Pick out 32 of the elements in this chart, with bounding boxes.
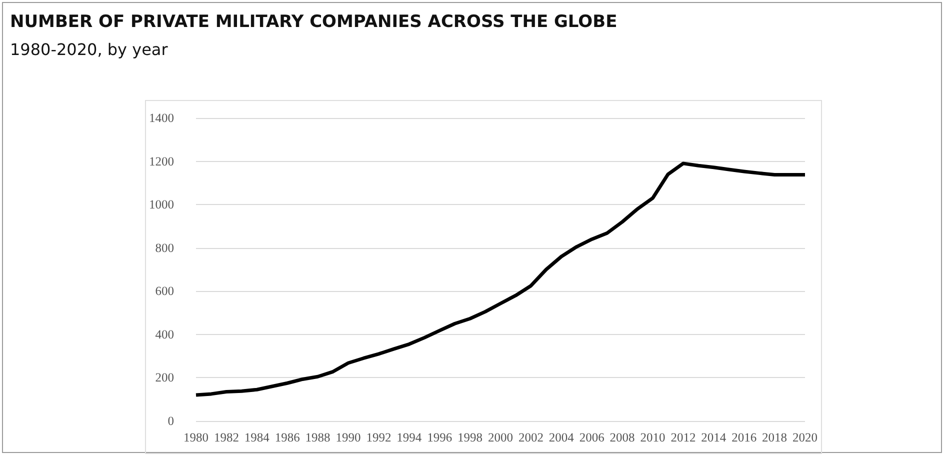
x-tick-label: 2000 (488, 430, 513, 444)
line-series (194, 162, 807, 397)
x-tick-label: 1996 (427, 430, 452, 444)
x-tick-label: 2004 (548, 430, 575, 444)
y-tick-label: 1400 (149, 111, 174, 125)
x-tick-label: 2002 (518, 430, 544, 444)
x-tick-label: 2006 (579, 430, 604, 444)
chart-subtitle: 1980-2020, by year (10, 40, 168, 59)
y-tick-label: 1200 (149, 154, 174, 168)
chart-title: NUMBER OF PRIVATE MILITARY COMPANIES ACROSS THE GLOBE (10, 12, 618, 32)
x-tick-label: 2014 (701, 430, 727, 444)
x-tick-label: 2016 (732, 430, 757, 444)
x-tick-label: 1992 (366, 430, 392, 444)
x-tick-label: 1980 (184, 430, 208, 444)
x-tick-label: 1982 (214, 430, 239, 444)
x-tick-label: 1988 (305, 430, 330, 444)
x-tick-label: 2008 (610, 430, 635, 444)
x-tick-label: 1984 (244, 430, 270, 444)
x-tick-label: 2018 (762, 430, 788, 444)
x-tick-label: 1986 (274, 430, 300, 444)
x-tick-label: 1994 (396, 430, 422, 444)
y-tick-label: 200 (155, 370, 174, 385)
x-tick-label: 2020 (792, 430, 818, 444)
x-tick-label: 2010 (640, 430, 666, 444)
y-tick-label: 600 (155, 284, 174, 298)
y-tick-label: 800 (155, 240, 174, 255)
x-tick-label: 1998 (458, 430, 483, 444)
y-tick-label: 0 (168, 414, 174, 428)
x-tick-label: 1990 (336, 430, 361, 444)
y-tick-label: 400 (155, 327, 174, 342)
x-tick-label: 2012 (670, 430, 696, 444)
y-tick-label: 1000 (149, 198, 174, 212)
